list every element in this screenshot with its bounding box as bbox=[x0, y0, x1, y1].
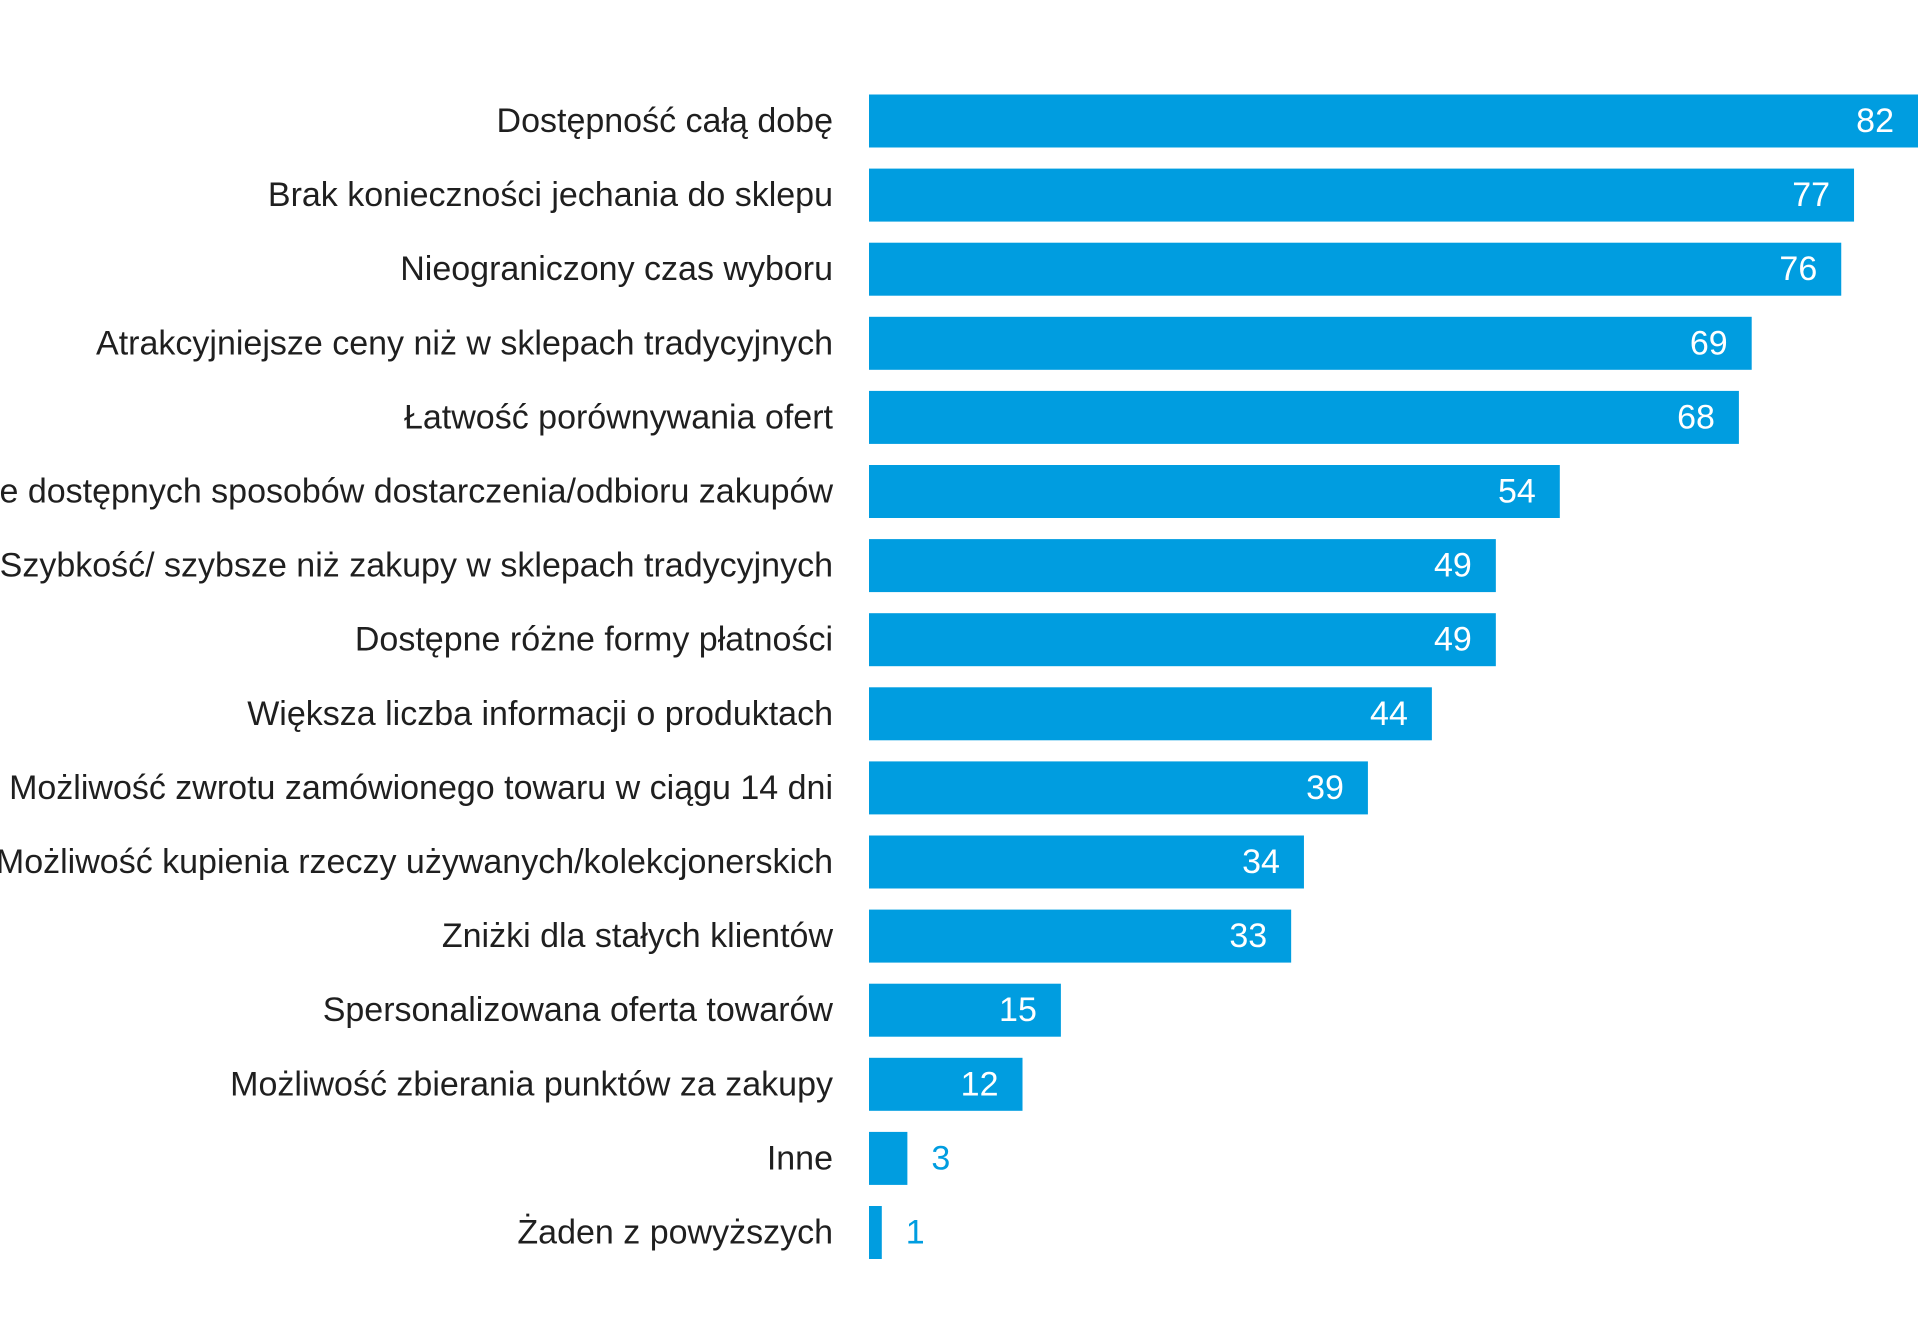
value-label: 12 bbox=[961, 1065, 999, 1103]
bar bbox=[869, 1057, 1023, 1111]
category-label: Większa liczba informacji o produktach bbox=[247, 695, 833, 733]
category-labels: Dostępność całą dobę Brak konieczności je… bbox=[0, 102, 834, 1252]
bar bbox=[869, 316, 1752, 370]
bar bbox=[869, 983, 1061, 1037]
bars bbox=[869, 94, 1918, 1259]
value-label: 69 bbox=[1690, 324, 1728, 362]
value-label: 54 bbox=[1498, 473, 1536, 511]
value-label: 15 bbox=[999, 991, 1037, 1029]
bar bbox=[869, 242, 1842, 296]
bar bbox=[869, 1131, 908, 1185]
category-label: Nieograniczony czas wyboru bbox=[400, 250, 833, 288]
value-label: 82 bbox=[1856, 102, 1894, 140]
value-label: 49 bbox=[1434, 547, 1472, 585]
bar bbox=[869, 687, 1432, 741]
bar bbox=[869, 761, 1368, 815]
bar bbox=[869, 613, 1496, 667]
value-label: 39 bbox=[1306, 769, 1344, 807]
category-label: Dostępność całą dobę bbox=[497, 102, 833, 140]
category-label: Możliwość zbierania punktów za zakupy bbox=[230, 1065, 833, 1103]
category-label: Wiele dostępnych sposobów dostarczenia/o… bbox=[0, 473, 833, 511]
category-label: Możliwość kupienia rzeczy używanych/kole… bbox=[0, 843, 833, 881]
value-label: 76 bbox=[1779, 250, 1817, 288]
bar bbox=[869, 835, 1304, 889]
bar bbox=[869, 539, 1496, 593]
category-label: Zniżki dla stałych klientów bbox=[442, 917, 834, 955]
value-label: 1 bbox=[906, 1214, 925, 1252]
bar bbox=[869, 1206, 882, 1259]
category-label: Łatwość porównywania ofert bbox=[404, 398, 834, 436]
value-label: 33 bbox=[1229, 917, 1267, 955]
value-label: 3 bbox=[931, 1139, 950, 1177]
category-label: Możliwość zwrotu zamówionego towaru w ci… bbox=[9, 769, 833, 807]
bar bbox=[869, 168, 1855, 222]
bar bbox=[869, 390, 1739, 444]
category-label: Atrakcyjniejsze ceny niż w sklepach trad… bbox=[96, 324, 833, 362]
value-label: 34 bbox=[1242, 843, 1280, 881]
category-label: Żaden z powyższych bbox=[517, 1214, 833, 1252]
bar bbox=[869, 94, 1918, 148]
value-label: 49 bbox=[1434, 621, 1472, 659]
category-label: Szybkość/ szybsze niż zakupy w sklepach … bbox=[0, 547, 833, 585]
category-label: Inne bbox=[767, 1139, 833, 1177]
category-label: Dostępne różne formy płatności bbox=[355, 621, 833, 659]
value-label: 77 bbox=[1792, 176, 1830, 214]
bar bbox=[869, 465, 1560, 518]
category-label: Brak konieczności jechania do sklepu bbox=[268, 176, 833, 214]
category-label: Spersonalizowana oferta towarów bbox=[323, 991, 834, 1029]
value-label: 44 bbox=[1370, 695, 1408, 733]
value-label: 68 bbox=[1677, 398, 1715, 436]
bar bbox=[869, 909, 1292, 963]
